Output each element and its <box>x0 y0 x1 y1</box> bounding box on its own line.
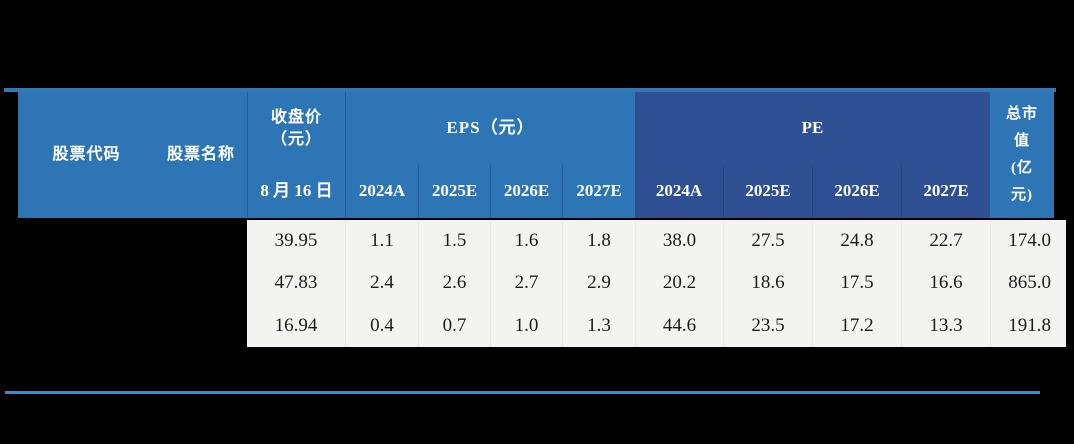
header-market-cap-line2: 值 <box>1013 133 1030 149</box>
cell-eps-2026E: 1.0 <box>490 304 562 347</box>
cell-pe-2026E: 24.8 <box>812 220 901 262</box>
header-eps-year-2026E: 2026E <box>490 165 562 218</box>
cell-pe-2026E: 17.5 <box>812 262 901 304</box>
header-eps-year-2024A: 2024A <box>345 165 418 218</box>
header-stock-code: 股票代码 <box>52 146 121 164</box>
header-eps-year-2027E: 2027E <box>562 165 635 218</box>
header-market-cap-line1: 总市 <box>1005 106 1038 122</box>
table-top-rule <box>4 88 1056 92</box>
cell-pe-2024A: 44.6 <box>635 304 723 347</box>
header-eps-group: EPS（元） <box>345 92 635 165</box>
cell-pe-2025E: 23.5 <box>723 304 812 347</box>
redacted-stock-code-name-cells <box>18 220 247 347</box>
page-bottom-rule <box>5 391 1040 394</box>
cell-pe-2025E: 18.6 <box>723 262 812 304</box>
header-close-price-line1: 收盘价 <box>270 108 322 126</box>
cell-pe-2024A: 38.0 <box>635 220 723 262</box>
cell-pe-2027E: 16.6 <box>901 262 990 304</box>
header-close-price-line2: （元） <box>270 130 322 148</box>
cell-eps-2025E: 2.6 <box>418 262 490 304</box>
header-market-cap: 总市 值 (亿 元) <box>990 92 1054 218</box>
header-market-cap-line4: 元) <box>1011 187 1033 203</box>
cell-close-price: 16.94 <box>274 314 318 336</box>
cell-eps-2024A: 0.4 <box>345 304 418 347</box>
header-close-price: 收盘价 （元） <box>247 92 345 165</box>
header-pe-year-2026E: 2026E <box>812 165 901 218</box>
header-pe-year-2024A: 2024A <box>635 165 723 218</box>
header-eps-year-2025E: 2025E <box>418 165 490 218</box>
table-header: 股票代码 股票名称 收盘价 （元） EPS（元） PE 总市 值 (亿 元) 8… <box>18 92 1054 218</box>
cell-eps-2025E: 0.7 <box>418 304 490 347</box>
cell-pe-2027E: 22.7 <box>901 220 990 262</box>
cell-pe-2024A: 20.2 <box>635 262 723 304</box>
cell-pe-2025E: 27.5 <box>723 220 812 262</box>
cell-eps-2024A: 2.4 <box>345 262 418 304</box>
cell-eps-2027E: 2.9 <box>562 262 635 304</box>
cell-pe-2027E: 13.3 <box>901 304 990 347</box>
cell-eps-2026E: 2.7 <box>490 262 562 304</box>
header-market-cap-line3: (亿 <box>1011 160 1033 176</box>
cell-eps-2027E: 1.8 <box>562 220 635 262</box>
cell-close-price: 39.95 <box>274 230 318 251</box>
cell-market-cap: 174.0 <box>990 220 1066 262</box>
header-stock-name: 股票名称 <box>166 146 235 164</box>
cell-market-cap: 191.8 <box>990 304 1066 347</box>
cell-eps-2027E: 1.3 <box>562 304 635 347</box>
cell-close-price: 47.83 <box>274 272 318 293</box>
header-pe-year-2027E: 2027E <box>901 165 990 218</box>
cell-eps-2026E: 1.6 <box>490 220 562 262</box>
cell-pe-2026E: 17.2 <box>812 304 901 347</box>
header-close-price-date: 8 月 16 日 <box>247 165 345 218</box>
cell-market-cap: 865.0 <box>990 262 1066 304</box>
header-pe-group: PE <box>635 92 990 165</box>
table-body: 39.95 1.1 1.5 1.6 1.8 38.0 27.5 24.8 22.… <box>247 220 1066 347</box>
header-pe-year-2025E: 2025E <box>723 165 812 218</box>
cell-eps-2024A: 1.1 <box>345 220 418 262</box>
cell-eps-2025E: 1.5 <box>418 220 490 262</box>
